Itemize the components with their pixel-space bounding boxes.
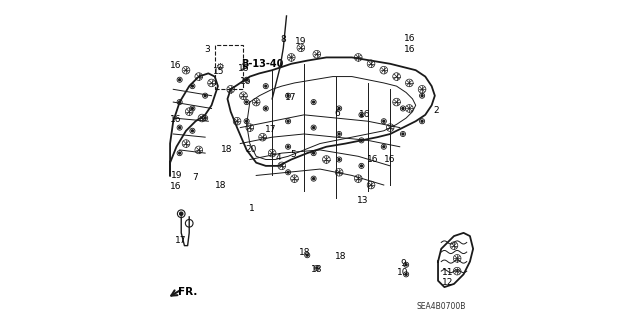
Text: 3: 3: [204, 45, 210, 54]
Text: 8: 8: [280, 35, 286, 44]
Circle shape: [191, 85, 193, 87]
Circle shape: [180, 212, 183, 215]
Circle shape: [313, 178, 315, 180]
Circle shape: [191, 130, 193, 132]
Circle shape: [360, 114, 362, 116]
Circle shape: [421, 95, 423, 97]
Circle shape: [307, 254, 308, 256]
Text: 15: 15: [214, 67, 225, 76]
Circle shape: [316, 267, 318, 269]
Circle shape: [313, 101, 315, 103]
Text: 19: 19: [171, 171, 182, 180]
Text: 16: 16: [170, 115, 182, 124]
Circle shape: [204, 117, 206, 119]
Circle shape: [405, 273, 407, 275]
Text: 2: 2: [434, 106, 439, 115]
Text: 18: 18: [215, 181, 226, 190]
Text: 19: 19: [295, 37, 307, 46]
Circle shape: [405, 264, 407, 266]
Circle shape: [265, 108, 267, 109]
Circle shape: [287, 120, 289, 122]
Circle shape: [402, 108, 404, 109]
Circle shape: [313, 127, 315, 129]
Text: 1: 1: [248, 204, 254, 213]
Text: 20: 20: [246, 145, 257, 154]
Text: 16: 16: [359, 110, 371, 119]
Text: 16: 16: [238, 64, 250, 73]
Circle shape: [313, 152, 315, 154]
Circle shape: [338, 159, 340, 160]
Circle shape: [179, 101, 180, 103]
Circle shape: [191, 108, 193, 109]
Circle shape: [383, 120, 385, 122]
Text: 10: 10: [397, 268, 409, 277]
Text: 16: 16: [170, 61, 182, 70]
Circle shape: [402, 133, 404, 135]
Text: 16: 16: [170, 182, 182, 191]
Circle shape: [179, 127, 180, 129]
Text: 16: 16: [240, 77, 252, 86]
Text: 18: 18: [299, 248, 310, 256]
Text: 7: 7: [192, 173, 198, 182]
Circle shape: [246, 79, 248, 81]
Circle shape: [383, 146, 385, 148]
Text: FR.: FR.: [178, 287, 197, 297]
Text: 16: 16: [367, 155, 378, 164]
Circle shape: [421, 120, 423, 122]
Text: 9: 9: [400, 259, 406, 268]
Circle shape: [287, 95, 289, 97]
Text: 5: 5: [290, 150, 296, 159]
Text: ⚙: ⚙: [215, 62, 224, 72]
Text: 18: 18: [311, 265, 323, 274]
Circle shape: [360, 165, 362, 167]
Text: 17: 17: [285, 93, 296, 102]
Circle shape: [204, 95, 206, 97]
Text: 6: 6: [335, 109, 340, 118]
Text: 16: 16: [404, 45, 415, 54]
Text: 18: 18: [335, 252, 346, 261]
Text: 17: 17: [175, 236, 186, 245]
Text: 16: 16: [385, 155, 396, 164]
Text: B-13-40: B-13-40: [241, 59, 284, 69]
Text: 4: 4: [276, 153, 282, 162]
Text: 12: 12: [442, 278, 453, 287]
Circle shape: [265, 85, 267, 87]
Circle shape: [287, 146, 289, 148]
Circle shape: [246, 101, 248, 103]
Circle shape: [287, 171, 289, 173]
Circle shape: [179, 152, 180, 154]
Text: 11: 11: [442, 268, 453, 277]
Circle shape: [338, 108, 340, 109]
Circle shape: [179, 79, 180, 81]
Text: 17: 17: [265, 125, 276, 134]
Text: 13: 13: [357, 197, 369, 205]
Circle shape: [360, 139, 362, 141]
Circle shape: [338, 133, 340, 135]
Text: 18: 18: [221, 145, 232, 154]
Circle shape: [246, 120, 248, 122]
Text: 16: 16: [404, 34, 415, 43]
Text: SEA4B0700B: SEA4B0700B: [417, 302, 466, 311]
